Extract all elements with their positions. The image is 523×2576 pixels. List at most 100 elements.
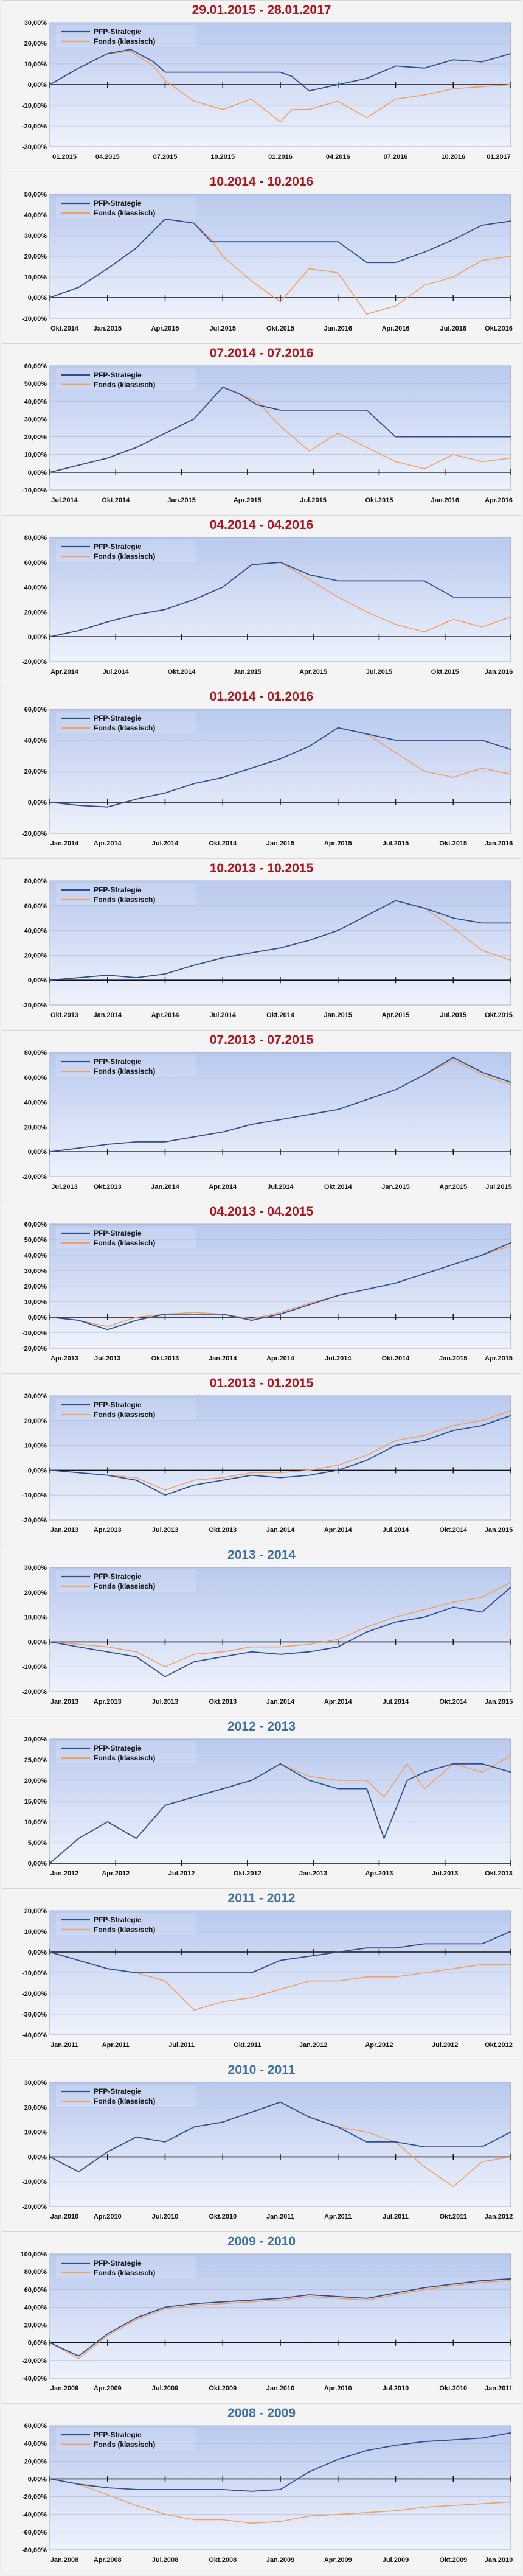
y-tick-label: 20,00%: [24, 1124, 47, 1131]
x-tick-label: Okt.2010: [439, 2385, 467, 2392]
y-tick-label: 20,00%: [24, 1589, 47, 1597]
chart-panel: 01.2014 - 01.2016 60,00% 40,00% 20,00% 0,00%…: [2, 687, 521, 858]
x-tick-label: Jul.2012: [168, 1870, 195, 1877]
chart-panel: 07.2013 - 07.2015 80,00% 60,00% 40,00% 20,00…: [2, 1030, 521, 1201]
y-tick-label: 0,00%: [28, 82, 47, 89]
y-tick-label: 20,00%: [24, 434, 47, 441]
y-tick-label: 0,00%: [28, 1467, 47, 1474]
line-chart: 80,00%60,00%40,00%20,00%0,00%-20,00%Apr.…: [22, 534, 513, 676]
x-tick-label: Apr.2014: [151, 1012, 180, 1019]
y-tick-label: 40,00%: [24, 398, 47, 405]
legend-strategy-label: PFP-Strategie: [94, 1229, 142, 1237]
x-tick-label: Jan.2009: [50, 2385, 78, 2392]
chart-panel: 2013 - 2014 30,00% 20,00% 10,00% 0,00% -10,00…: [2, 1545, 521, 1716]
series-line-strategy: [49, 387, 511, 473]
x-tick-label: Jan.2014: [209, 1355, 237, 1362]
x-tick-label: Jan.2013: [299, 1870, 327, 1877]
line-chart: 100,00% 80,00% 60,00% 40,00% 20,00% 0,00% -20,…: [21, 2251, 513, 2392]
chart-panel: 29.01.2015 - 28.01.2017 30,00% 20,00% 10,00…: [2, 0, 521, 171]
y-tick-label: 20,00%: [24, 1777, 47, 1785]
y-tick-label: -40,00%: [22, 2511, 47, 2519]
y-tick-label: 0,00%: [28, 1314, 47, 1321]
x-tick-label: Jan.2010: [50, 2213, 78, 2221]
y-tick-label: 40,00%: [24, 1252, 47, 1259]
x-tick-label: Jul.2016: [440, 325, 466, 332]
y-tick-label: -20,00%: [22, 659, 47, 666]
series-line-fund: [49, 2478, 511, 2524]
x-tick-label: Apr.2012: [102, 1870, 130, 1877]
y-tick-label: 0,00%: [28, 2154, 47, 2161]
y-tick-label: 40,00%: [24, 212, 47, 219]
x-tick-label: Jan.2010: [266, 2385, 294, 2392]
y-tick-label: 30,00%: [24, 1736, 47, 1743]
line-chart: 30,00% 25,00% 20,00% 15,00% 10,00% 5,00% 0,00%…: [24, 1736, 513, 1877]
line-chart: 60,00% 40,00% 20,00% 0,00% -20,00%Jan.2014 Ap…: [22, 706, 513, 847]
x-tick-label: Jan.2015: [234, 668, 262, 676]
chart-title: 07.2014 - 07.2016: [209, 346, 314, 360]
y-tick-label: 80,00%: [24, 1049, 47, 1057]
legend-fund-label: Fonds (klassisch): [94, 37, 155, 46]
y-tick-label: 30,00%: [24, 1564, 47, 1572]
series-line-strategy: [49, 2432, 511, 2492]
y-tick-label: 10,00%: [24, 1614, 47, 1622]
x-tick-label: Jul.2013: [152, 1698, 178, 1706]
line-chart: 20,00% 10,00% 0,00% -10,00% -20,00% -30,00% -4…: [22, 1908, 513, 2049]
x-tick-label: Jan.2015: [167, 497, 195, 504]
y-tick-label: 15,00%: [24, 1798, 47, 1805]
x-tick-label: Jan.2014: [94, 1012, 122, 1019]
legend-fund-label: Fonds (klassisch): [94, 1582, 155, 1591]
y-tick-label: 80,00%: [24, 2269, 47, 2276]
x-tick-label: Jan.2015: [266, 840, 294, 847]
x-tick-label: Jan.2016: [431, 497, 459, 504]
y-tick-label: 20,00%: [24, 1283, 47, 1290]
x-tick-label: 01.2017: [487, 153, 511, 161]
x-tick-label: Apr.2014: [209, 1183, 237, 1191]
legend-fund-label: Fonds (klassisch): [94, 2440, 155, 2449]
x-tick-label: 10.2016: [441, 153, 465, 161]
y-tick-label: 50,00%: [24, 380, 47, 388]
y-tick-label: 20,00%: [24, 253, 47, 261]
x-tick-label: Apr.2015: [439, 1183, 467, 1191]
series-line-strategy: [49, 1415, 511, 1496]
series-line-strategy: [49, 49, 511, 92]
x-tick-label: Jan.2012: [50, 1870, 78, 1877]
x-tick-label: Okt.2009: [439, 2557, 467, 2564]
y-tick-label: 10,00%: [24, 1928, 47, 1936]
legend-strategy-label: PFP-Strategie: [94, 886, 142, 894]
y-tick-label: -80,00%: [22, 2547, 47, 2554]
series-line-strategy: [49, 1586, 511, 1678]
y-tick-label: 60,00%: [24, 1074, 47, 1082]
y-tick-label: 50,00%: [24, 191, 47, 198]
line-chart: 30,00%20,00%10,00%0,00%-10,00%-20,00%Jan…: [22, 1393, 513, 1534]
x-tick-label: Apr.2016: [485, 497, 513, 504]
y-tick-label: 20,00%: [24, 1418, 47, 1425]
y-tick-label: 60,00%: [24, 2286, 47, 2294]
y-tick-label: 60,00%: [24, 1221, 47, 1228]
x-tick-label: Jul.2013: [94, 1355, 120, 1362]
series-line-strategy: [49, 561, 511, 638]
y-tick-label: 0,00%: [28, 1860, 47, 1867]
y-tick-label: 50,00%: [24, 1237, 47, 1244]
y-tick-label: 80,00%: [24, 534, 47, 542]
x-tick-label: Okt.2011: [234, 2042, 261, 2049]
x-tick-label: Apr.2011: [324, 2213, 352, 2221]
x-tick-label: Jan.2010: [485, 2557, 513, 2564]
legend-strategy-label: PFP-Strategie: [94, 714, 142, 723]
legend-strategy-label: PFP-Strategie: [94, 1744, 142, 1752]
y-tick-label: -10,00%: [22, 2179, 47, 2186]
x-tick-label: Jan.2012: [485, 2213, 513, 2221]
y-tick-label: 0,00%: [28, 469, 47, 477]
x-tick-label: Jul.2015: [210, 325, 236, 332]
chart-title: 29.01.2015 - 28.01.2017: [192, 3, 331, 17]
x-tick-label: Jul.2008: [152, 2557, 178, 2564]
y-tick-label: -10,00%: [22, 1664, 47, 1671]
chart-title: 10.2013 - 10.2015: [209, 861, 314, 875]
chart-title: 2010 - 2011: [227, 2063, 296, 2077]
x-tick-label: Jan.2015: [485, 1698, 513, 1706]
